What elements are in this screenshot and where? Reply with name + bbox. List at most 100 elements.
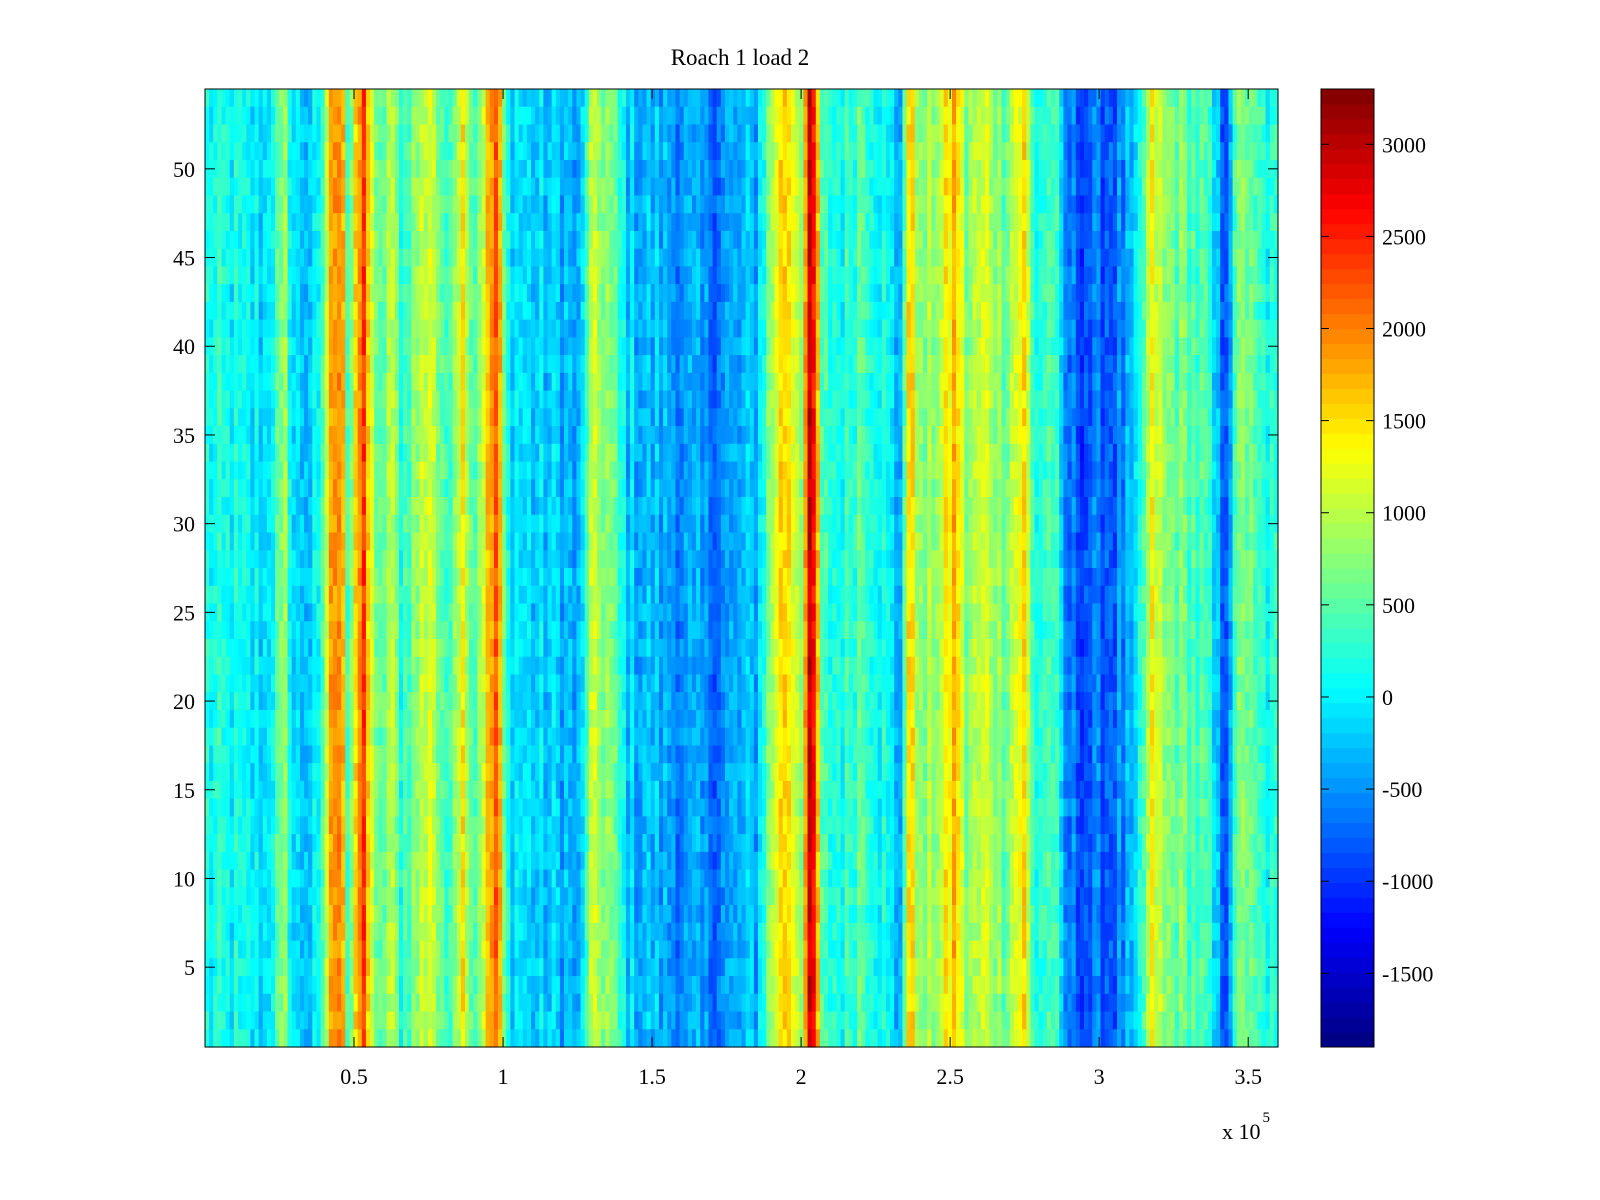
- heatmap-cell: [324, 887, 330, 906]
- heatmap-cell: [299, 1011, 305, 1030]
- heatmap-cell: [547, 922, 553, 942]
- heatmap-cell: [555, 532, 561, 551]
- heatmap-cell: [543, 816, 549, 835]
- heatmap-cell: [250, 976, 256, 995]
- heatmap-cell: [522, 159, 528, 179]
- heatmap-cell: [291, 798, 297, 817]
- heatmap-cell: [559, 709, 565, 729]
- heatmap-cell: [555, 887, 561, 906]
- heatmap-cell: [312, 177, 318, 197]
- heatmap-cell: [489, 603, 495, 622]
- heatmap-cell: [456, 408, 462, 427]
- heatmap-cell: [320, 585, 326, 605]
- heatmap-cell: [217, 887, 223, 906]
- heatmap-cell: [510, 213, 516, 232]
- heatmap-cell: [337, 142, 342, 161]
- heatmap-cell: [436, 142, 441, 161]
- heatmap-cell: [287, 638, 293, 658]
- heatmap-cell: [209, 798, 214, 817]
- heatmap-cell: [345, 1029, 351, 1048]
- heatmap-cell: [489, 958, 495, 977]
- heatmap-cell: [522, 940, 528, 959]
- heatmap-cell: [229, 763, 235, 782]
- heatmap-cell: [238, 408, 243, 427]
- heatmap-cell: [320, 745, 326, 764]
- heatmap-cell: [299, 337, 305, 356]
- heatmap-cell: [489, 585, 495, 605]
- heatmap-cell: [498, 1029, 503, 1048]
- heatmap-cell: [332, 248, 338, 268]
- heatmap-cell: [547, 958, 553, 977]
- heatmap-cell: [238, 1029, 243, 1048]
- heatmap-cell: [221, 408, 227, 427]
- heatmap-cell: [477, 213, 483, 232]
- heatmap-cell: [337, 319, 342, 338]
- heatmap-cell: [221, 851, 227, 871]
- heatmap-cell: [382, 550, 388, 569]
- heatmap-cell: [328, 603, 334, 622]
- heatmap-cell: [271, 248, 276, 268]
- heatmap-cell: [485, 709, 491, 729]
- heatmap-cell: [403, 390, 408, 409]
- heatmap-cell: [205, 89, 210, 108]
- heatmap-cell: [502, 709, 507, 729]
- heatmap-cell: [440, 621, 445, 640]
- heatmap-cell: [572, 443, 578, 463]
- heatmap-cell: [242, 745, 247, 764]
- heatmap-cell: [526, 532, 532, 551]
- heatmap-cell: [332, 780, 338, 800]
- heatmap-cell: [382, 798, 388, 817]
- heatmap-cell: [254, 248, 260, 268]
- heatmap-cell: [262, 390, 268, 409]
- heatmap-cell: [353, 301, 359, 321]
- heatmap-cell: [295, 106, 301, 126]
- heatmap-cell: [283, 479, 289, 498]
- heatmap-cell: [217, 905, 223, 924]
- heatmap-cell: [485, 124, 491, 143]
- heatmap-cell: [378, 337, 384, 356]
- heatmap-cell: [456, 727, 462, 747]
- heatmap-cell: [444, 284, 450, 303]
- heatmap-cell: [390, 390, 396, 409]
- heatmap-cell: [287, 656, 293, 676]
- heatmap-cell: [390, 142, 396, 161]
- heatmap-cell: [324, 159, 330, 179]
- heatmap-cell: [427, 958, 433, 977]
- heatmap-cell: [456, 834, 462, 853]
- heatmap-cell: [341, 621, 346, 640]
- heatmap-cell: [423, 443, 429, 463]
- heatmap-cell: [427, 585, 433, 605]
- heatmap-cell: [299, 195, 305, 214]
- heatmap-cell: [308, 532, 313, 551]
- heatmap-cell: [299, 993, 305, 1013]
- heatmap-cell: [473, 213, 478, 232]
- heatmap-cell: [229, 426, 235, 445]
- heatmap-cell: [295, 532, 301, 551]
- heatmap-cell: [539, 638, 545, 658]
- heatmap-cell: [551, 958, 557, 977]
- heatmap-cell: [584, 337, 590, 356]
- heatmap-cell: [304, 355, 309, 374]
- heatmap-cell: [460, 993, 466, 1013]
- heatmap-cell: [221, 159, 227, 179]
- heatmap-cell: [295, 709, 301, 729]
- heatmap-cell: [287, 124, 293, 143]
- heatmap-cell: [427, 905, 433, 924]
- heatmap-cell: [316, 834, 322, 853]
- heatmap-cell: [419, 195, 425, 214]
- heatmap-cell: [419, 106, 425, 126]
- heatmap-cell: [233, 550, 239, 569]
- heatmap-cell: [349, 319, 355, 338]
- heatmap-cell: [299, 709, 305, 729]
- heatmap-cell: [316, 319, 322, 338]
- heatmap-cell: [361, 585, 367, 605]
- heatmap-cell: [547, 638, 553, 658]
- heatmap-cell: [238, 940, 243, 959]
- heatmap-cell: [398, 106, 404, 126]
- heatmap-cell: [279, 674, 285, 693]
- heatmap-cell: [209, 1029, 214, 1048]
- heatmap-cell: [266, 816, 272, 835]
- heatmap-cell: [250, 124, 256, 143]
- heatmap-cell: [225, 780, 231, 800]
- heatmap-cell: [291, 266, 297, 285]
